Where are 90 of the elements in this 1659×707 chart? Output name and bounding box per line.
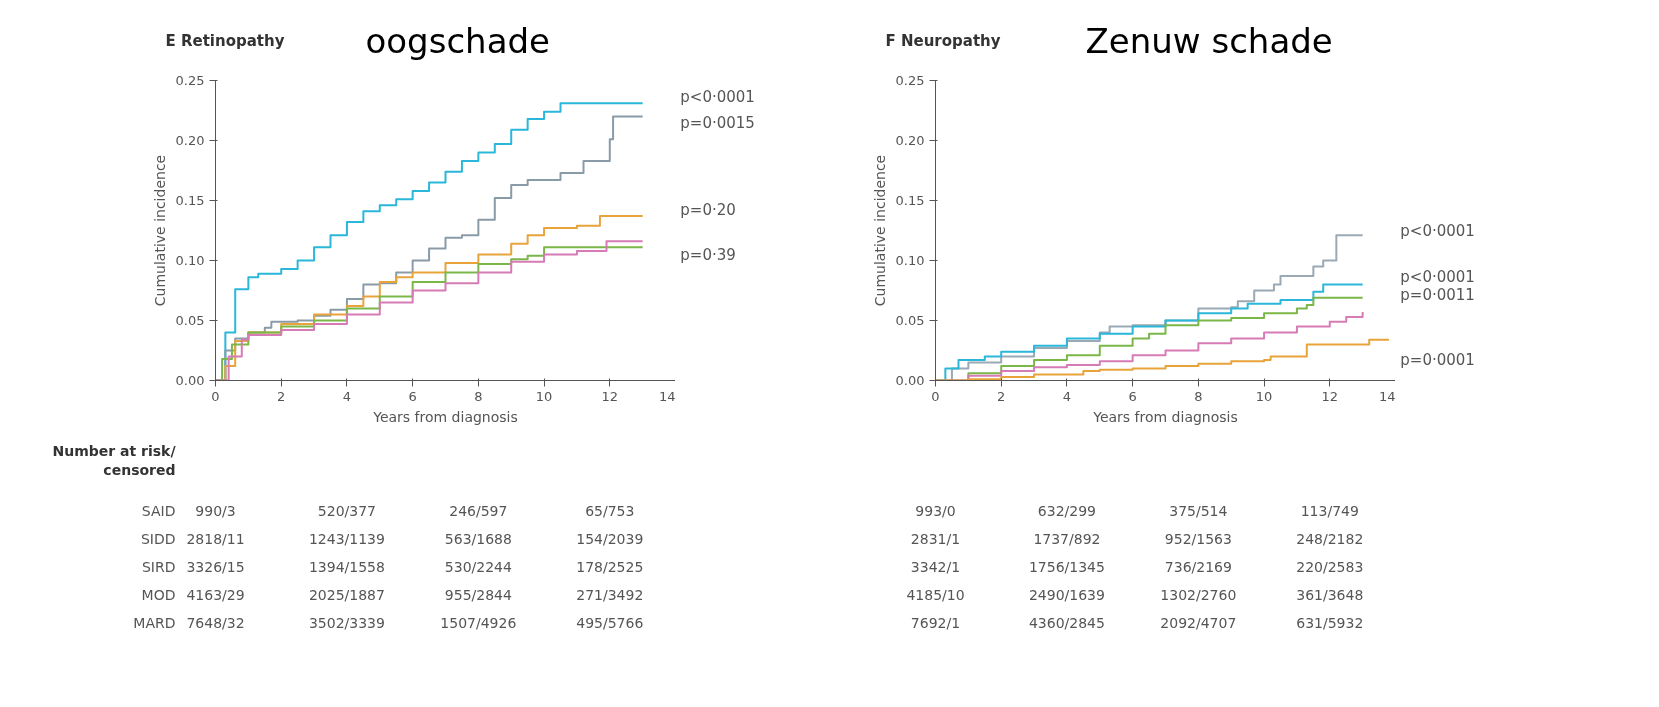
text: p=0·0011 xyxy=(1400,286,1475,304)
y-tick-label: 0.20 xyxy=(175,133,205,148)
text: 2818/11 xyxy=(186,530,245,547)
y-tick-label: 0.20 xyxy=(895,133,925,148)
text: 1756/1345 xyxy=(1028,558,1105,575)
y-tick-label: 0.15 xyxy=(895,193,925,208)
text: 248/2182 xyxy=(1296,530,1364,547)
text: 1394/1558 xyxy=(308,558,385,575)
text: 271/3492 xyxy=(576,586,644,603)
x-tick-label: 12 xyxy=(1321,388,1339,404)
text: 3502/3339 xyxy=(308,614,385,631)
text: 178/2525 xyxy=(576,558,644,575)
text: 375/514 xyxy=(1169,502,1228,519)
text: SAID xyxy=(141,502,176,519)
text: SIRD xyxy=(141,558,176,575)
x-tick-label: 10 xyxy=(535,388,553,404)
text: 220/2583 xyxy=(1296,558,1364,575)
text: p=0·0001 xyxy=(1400,350,1475,369)
text: 1507/4926 xyxy=(440,614,517,631)
text: 495/5766 xyxy=(576,614,644,631)
text: 2490/1639 xyxy=(1028,586,1105,603)
text: p<0·0001 xyxy=(1400,221,1475,240)
y-axis-title: Cumulative incidence xyxy=(871,154,888,307)
text: 246/597 xyxy=(449,502,508,519)
text: 65/753 xyxy=(585,502,635,519)
text: p=0·39 xyxy=(680,245,736,264)
y-axis-title: Cumulative incidence xyxy=(151,154,168,307)
chart-subtitle: Zenuw schade xyxy=(1085,20,1333,61)
text: 993/0 xyxy=(915,502,956,519)
text: 113/749 xyxy=(1300,502,1359,519)
chart-title: E Retinopathy xyxy=(165,31,285,50)
y-tick-label: 0.10 xyxy=(895,253,925,268)
x-tick-label: 12 xyxy=(601,388,619,404)
text: 952/1563 xyxy=(1164,530,1232,547)
x-tick-label: 10 xyxy=(1255,388,1273,404)
text: 1302/2760 xyxy=(1160,586,1237,603)
text: 530/2244 xyxy=(444,558,512,575)
y-tick-label: 0.00 xyxy=(895,373,925,388)
y-tick-label: 0.10 xyxy=(175,253,205,268)
text: 520/377 xyxy=(317,502,377,519)
y-tick-label: 0.00 xyxy=(175,373,205,388)
text: Number at risk/ censored xyxy=(52,442,177,479)
text: 2831/1 xyxy=(910,530,961,547)
x-tick-label: 8 xyxy=(474,388,483,404)
text: 990/3 xyxy=(195,502,236,519)
y-tick-label: 0.25 xyxy=(895,73,925,88)
text: 4360/2845 xyxy=(1028,614,1105,631)
text: 7692/1 xyxy=(910,614,961,631)
x-tick-label: 4 xyxy=(1062,388,1072,404)
text: p=0·0015 xyxy=(680,113,755,132)
text: 2092/4707 xyxy=(1160,614,1237,631)
text: 4163/29 xyxy=(186,586,245,603)
x-tick-label: 6 xyxy=(408,388,417,404)
x-tick-label: 0 xyxy=(931,388,940,404)
text: 955/2844 xyxy=(444,586,512,603)
text: 563/1688 xyxy=(444,530,512,547)
text: 631/5932 xyxy=(1296,614,1364,631)
text: 154/2039 xyxy=(576,530,644,547)
x-axis-title: Years from diagnosis xyxy=(1092,408,1238,425)
y-tick-label: 0.15 xyxy=(175,193,205,208)
text: 3342/1 xyxy=(910,558,961,575)
text: 361/3648 xyxy=(1296,586,1364,603)
x-tick-label: 2 xyxy=(277,388,286,404)
x-axis-title: Years from diagnosis xyxy=(372,408,518,425)
text: 1737/892 xyxy=(1033,530,1101,547)
x-tick-label: 6 xyxy=(1128,388,1137,404)
text: 2025/1887 xyxy=(308,586,385,603)
text: SIDD xyxy=(140,530,176,547)
x-tick-label: 14 xyxy=(1378,388,1396,404)
text: MOD xyxy=(141,586,176,603)
text: 4185/10 xyxy=(906,586,965,603)
chart-title: F Neuropathy xyxy=(885,31,1001,50)
x-tick-label: 4 xyxy=(342,388,352,404)
y-tick-label: 0.05 xyxy=(895,313,925,328)
x-tick-label: 14 xyxy=(658,388,676,404)
text: 632/299 xyxy=(1037,502,1097,519)
text: 736/2169 xyxy=(1164,558,1232,575)
text: 3326/15 xyxy=(186,558,245,575)
text: p<0·0001 xyxy=(1400,268,1475,286)
y-tick-label: 0.05 xyxy=(175,313,205,328)
text: 1243/1139 xyxy=(308,530,385,547)
x-tick-label: 0 xyxy=(211,388,220,404)
text: 7648/32 xyxy=(186,614,245,631)
chart-subtitle: oogschade xyxy=(365,20,550,61)
text: p<0·0001 xyxy=(680,88,755,106)
text: p=0·20 xyxy=(680,200,736,219)
x-tick-label: 2 xyxy=(997,388,1006,404)
text: MARD xyxy=(133,614,176,631)
y-tick-label: 0.25 xyxy=(175,73,205,88)
x-tick-label: 8 xyxy=(1194,388,1203,404)
